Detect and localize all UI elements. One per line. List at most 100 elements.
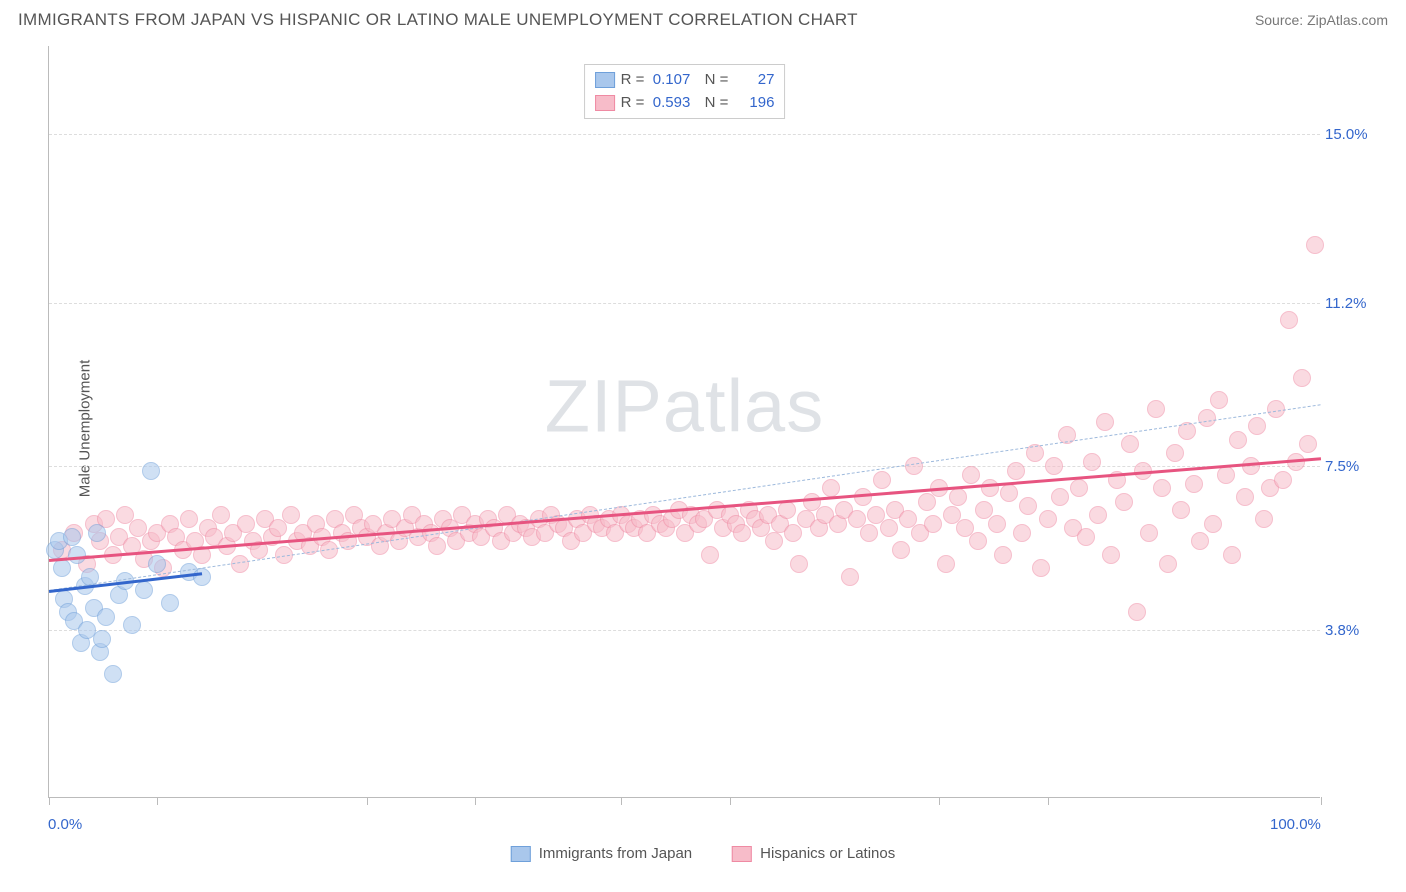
x-tick — [475, 797, 476, 805]
swatch-hispanic-icon — [732, 846, 752, 862]
y-tick-label: 3.8% — [1325, 622, 1380, 639]
x-tick — [730, 797, 731, 805]
data-point-hispanic — [1293, 369, 1311, 387]
x-tick — [1048, 797, 1049, 805]
x-tick — [1321, 797, 1322, 805]
title-bar: IMMIGRANTS FROM JAPAN VS HISPANIC OR LAT… — [0, 0, 1406, 38]
data-point-hispanic — [1096, 413, 1114, 431]
data-point-japan — [161, 594, 179, 612]
y-tick-label: 15.0% — [1325, 126, 1380, 143]
data-point-hispanic — [1007, 462, 1025, 480]
data-point-hispanic — [1198, 409, 1216, 427]
data-point-hispanic — [905, 457, 923, 475]
data-point-hispanic — [988, 515, 1006, 533]
data-point-hispanic — [1083, 453, 1101, 471]
data-point-hispanic — [969, 532, 987, 550]
data-point-hispanic — [778, 501, 796, 519]
data-point-hispanic — [1172, 501, 1190, 519]
data-point-hispanic — [1032, 559, 1050, 577]
data-point-hispanic — [962, 466, 980, 484]
data-point-hispanic — [1070, 479, 1088, 497]
data-point-hispanic — [994, 546, 1012, 564]
data-point-hispanic — [790, 555, 808, 573]
data-point-hispanic — [1191, 532, 1209, 550]
x-tick-label: 100.0% — [1270, 816, 1321, 833]
data-point-hispanic — [1185, 475, 1203, 493]
x-tick — [157, 797, 158, 805]
x-tick — [367, 797, 368, 805]
data-point-hispanic — [924, 515, 942, 533]
data-point-hispanic — [949, 488, 967, 506]
data-point-japan — [63, 528, 81, 546]
x-tick — [49, 797, 50, 805]
y-tick-label: 7.5% — [1325, 458, 1380, 475]
data-point-hispanic — [1153, 479, 1171, 497]
legend-item-hispanic: Hispanics or Latinos — [732, 845, 895, 862]
watermark: ZIPatlas — [545, 364, 824, 449]
data-point-hispanic — [1223, 546, 1241, 564]
x-tick — [939, 797, 940, 805]
data-point-hispanic — [1077, 528, 1095, 546]
data-point-hispanic — [1019, 497, 1037, 515]
data-point-hispanic — [1280, 311, 1298, 329]
data-point-hispanic — [212, 506, 230, 524]
data-point-hispanic — [1115, 493, 1133, 511]
data-point-hispanic — [1229, 431, 1247, 449]
stats-row-hispanic: R = 0.593 N = 196 — [595, 92, 775, 115]
swatch-hispanic — [595, 95, 615, 111]
data-point-hispanic — [1013, 524, 1031, 542]
data-point-japan — [135, 581, 153, 599]
data-point-hispanic — [822, 479, 840, 497]
data-point-hispanic — [282, 506, 300, 524]
data-point-hispanic — [428, 537, 446, 555]
data-point-hispanic — [880, 519, 898, 537]
data-point-japan — [193, 568, 211, 586]
y-tick-label: 11.2% — [1325, 295, 1380, 312]
gridline — [49, 303, 1320, 304]
data-point-hispanic — [1248, 417, 1266, 435]
data-point-hispanic — [180, 510, 198, 528]
data-point-hispanic — [981, 479, 999, 497]
stats-row-japan: R = 0.107 N = 27 — [595, 69, 775, 92]
scatter-chart: ZIPatlas R = 0.107 N = 27 R = 0.593 N = … — [48, 46, 1320, 798]
gridline — [49, 134, 1320, 135]
stats-legend: R = 0.107 N = 27 R = 0.593 N = 196 — [584, 64, 786, 119]
data-point-hispanic — [1210, 391, 1228, 409]
data-point-hispanic — [854, 488, 872, 506]
gridline — [49, 630, 1320, 631]
data-point-japan — [142, 462, 160, 480]
data-point-hispanic — [873, 471, 891, 489]
data-point-hispanic — [937, 555, 955, 573]
gridline — [49, 466, 1320, 467]
data-point-hispanic — [1128, 603, 1146, 621]
data-point-hispanic — [1000, 484, 1018, 502]
legend-item-japan: Immigrants from Japan — [511, 845, 692, 862]
x-tick-label: 0.0% — [48, 816, 82, 833]
data-point-hispanic — [1166, 444, 1184, 462]
data-point-japan — [53, 559, 71, 577]
source-attribution: Source: ZipAtlas.com — [1255, 12, 1388, 28]
data-point-hispanic — [1147, 400, 1165, 418]
data-point-hispanic — [1089, 506, 1107, 524]
data-point-hispanic — [860, 524, 878, 542]
data-point-hispanic — [1140, 524, 1158, 542]
data-point-japan — [93, 630, 111, 648]
data-point-japan — [88, 524, 106, 542]
data-point-hispanic — [841, 568, 859, 586]
trend-line — [49, 457, 1321, 561]
swatch-japan — [595, 72, 615, 88]
x-tick — [621, 797, 622, 805]
data-point-hispanic — [237, 515, 255, 533]
data-point-hispanic — [1255, 510, 1273, 528]
data-point-hispanic — [1299, 435, 1317, 453]
swatch-japan-icon — [511, 846, 531, 862]
data-point-japan — [123, 616, 141, 634]
chart-title: IMMIGRANTS FROM JAPAN VS HISPANIC OR LAT… — [18, 10, 858, 30]
data-point-hispanic — [1217, 466, 1235, 484]
data-point-hispanic — [1102, 546, 1120, 564]
data-point-hispanic — [1051, 488, 1069, 506]
data-point-hispanic — [892, 541, 910, 559]
data-point-japan — [104, 665, 122, 683]
data-point-hispanic — [1242, 457, 1260, 475]
data-point-japan — [68, 546, 86, 564]
